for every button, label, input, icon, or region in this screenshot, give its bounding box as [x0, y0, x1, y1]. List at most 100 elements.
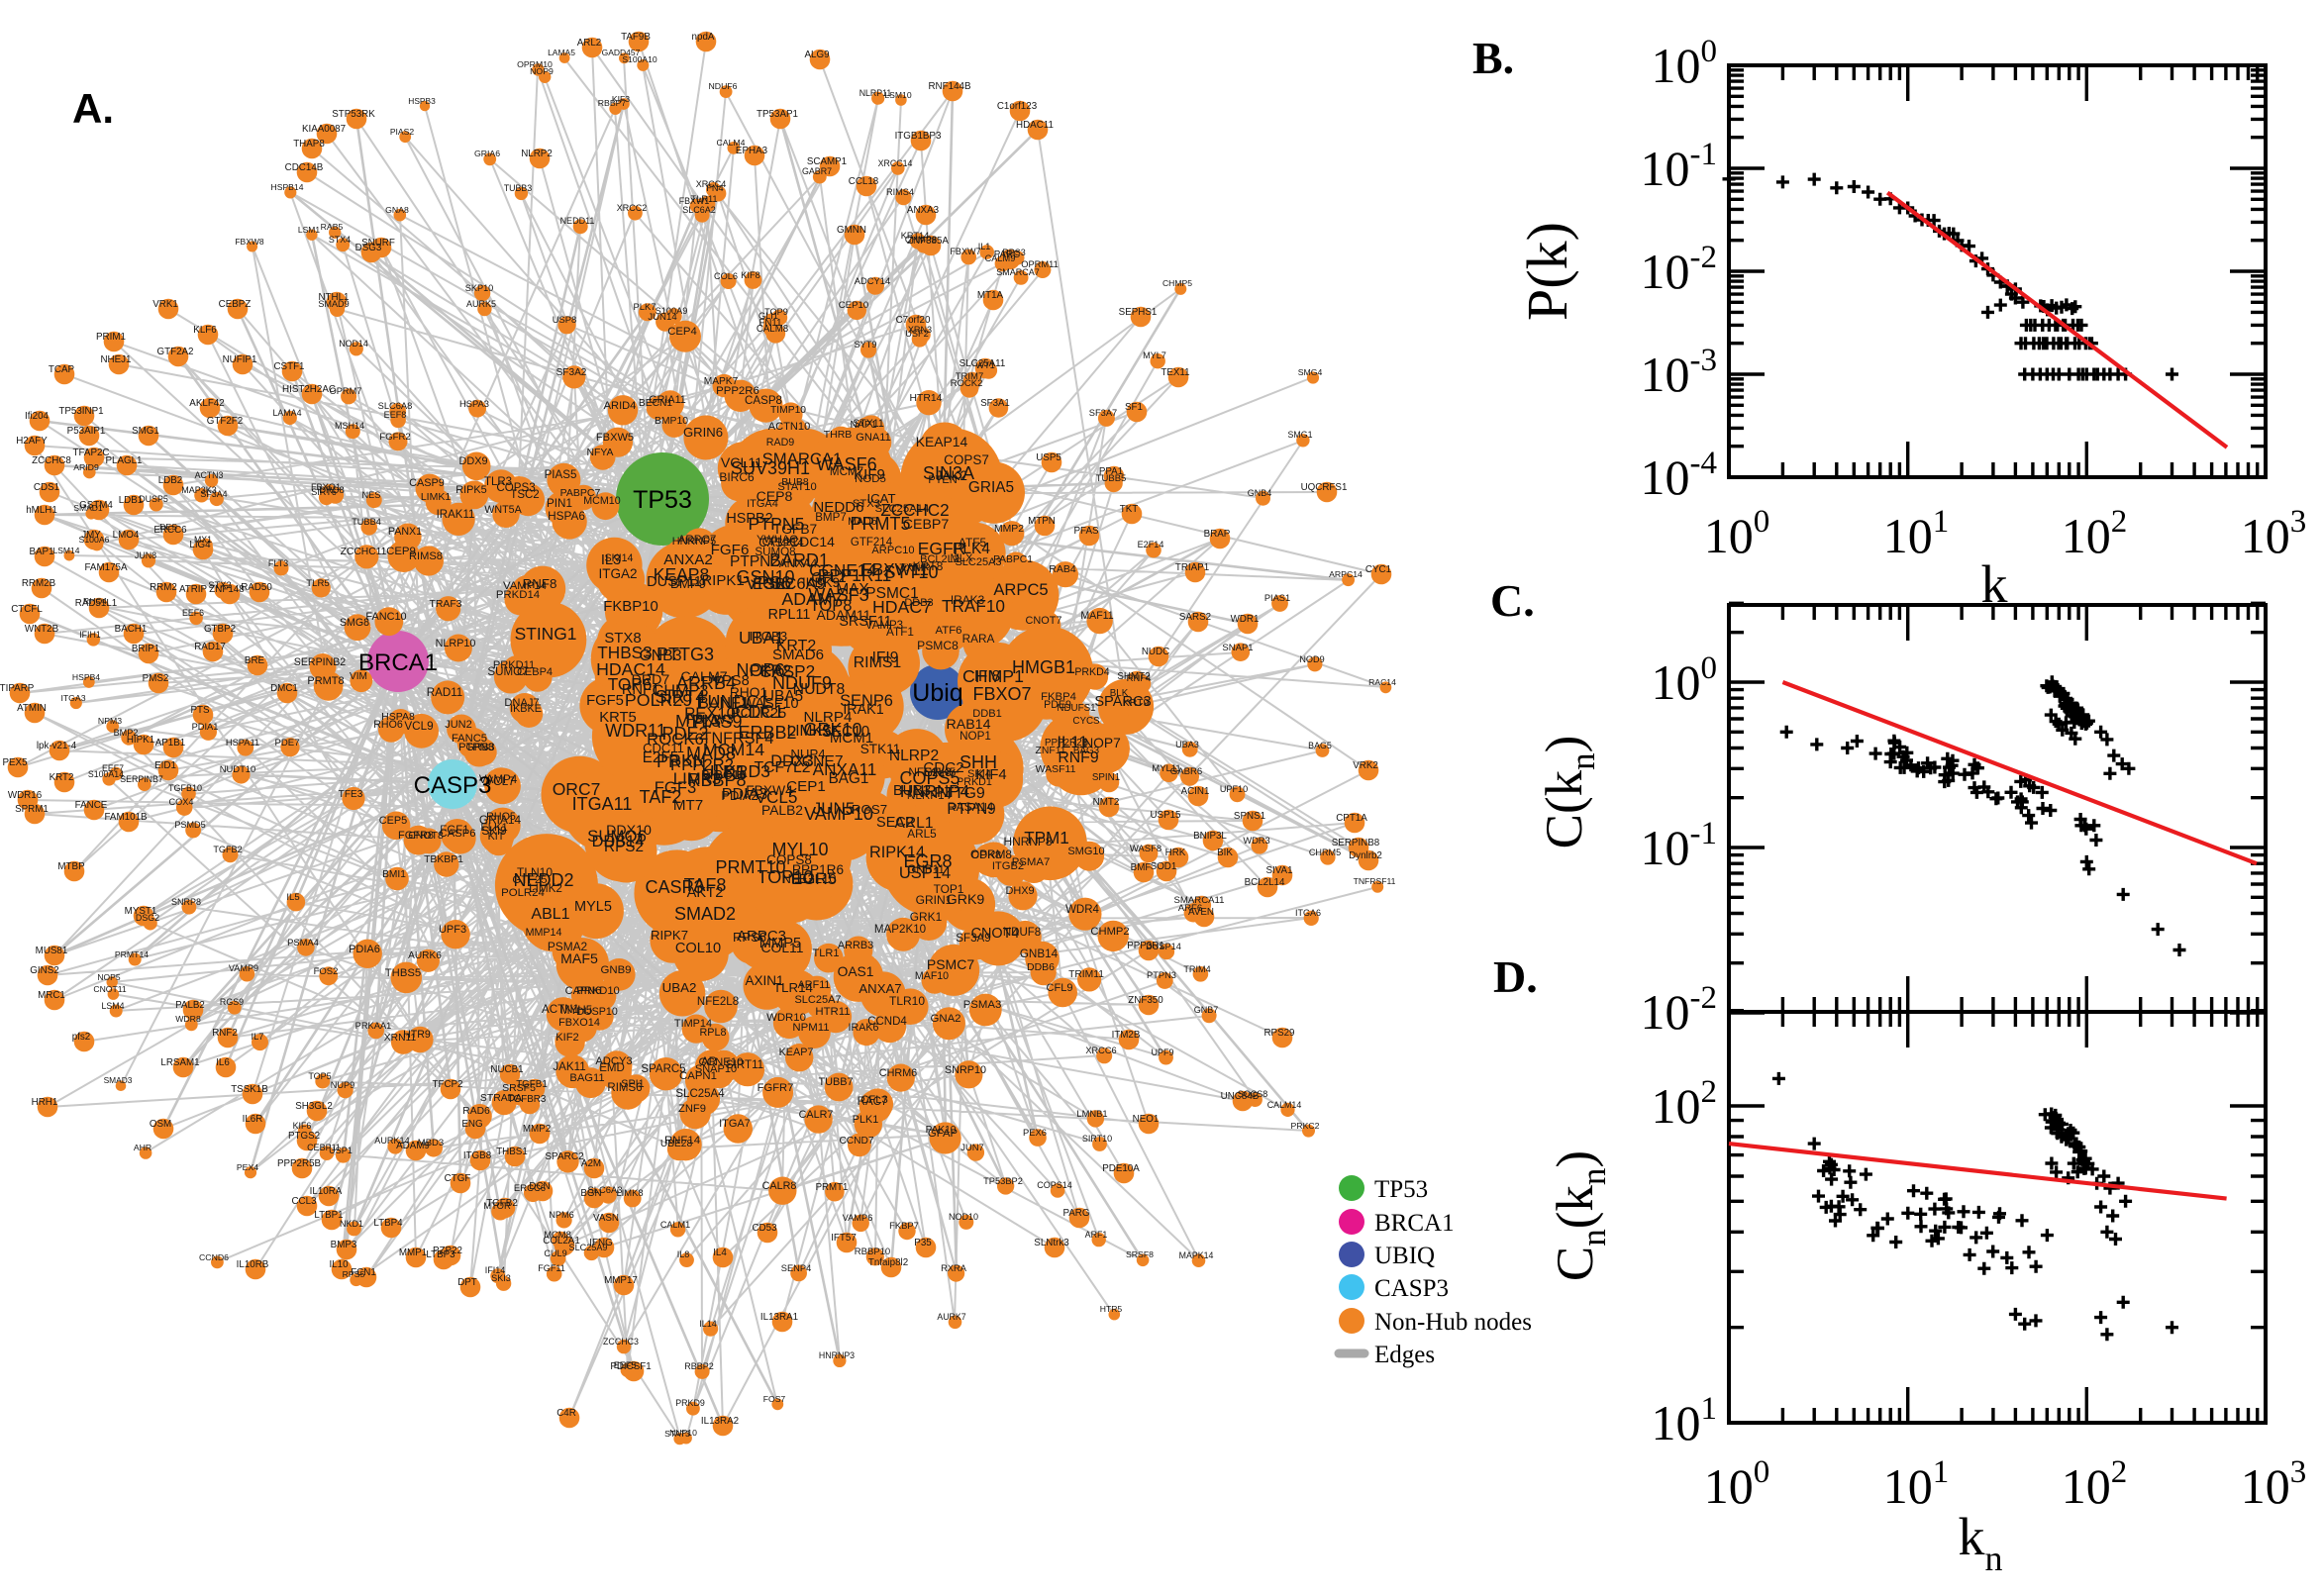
svg-text:UQCRFS1: UQCRFS1	[1301, 482, 1348, 493]
svg-text:SLC6A9: SLC6A9	[764, 574, 826, 593]
svg-text:CCND6: CCND6	[199, 1252, 229, 1262]
svg-text:SMG4: SMG4	[1298, 367, 1323, 377]
svg-text:ACTN1: ACTN1	[542, 1003, 579, 1016]
svg-text:RNF9: RNF9	[1058, 749, 1098, 766]
svg-text:WASF6: WASF6	[816, 454, 876, 474]
svg-text:C7orf20: C7orf20	[896, 315, 931, 326]
svg-text:GRB3: GRB3	[465, 742, 494, 753]
svg-text:EEF7: EEF7	[102, 763, 124, 773]
svg-text:IL13RA2: IL13RA2	[701, 1416, 739, 1427]
svg-text:STK11: STK11	[860, 742, 901, 756]
svg-text:FBXO7: FBXO7	[972, 684, 1031, 704]
svg-text:ITGA11: ITGA11	[572, 794, 633, 814]
svg-text:PRMT1: PRMT1	[816, 1182, 849, 1193]
svg-text:BRAP: BRAP	[1204, 529, 1231, 540]
svg-text:CYC1: CYC1	[1365, 564, 1391, 575]
svg-text:DDB14: DDB14	[592, 833, 645, 850]
svg-text:PDE10A: PDE10A	[1102, 1163, 1140, 1174]
svg-text:CCND7: CCND7	[839, 1136, 873, 1147]
svg-text:SPARC2: SPARC2	[545, 1151, 584, 1162]
svg-text:RPL11: RPL11	[768, 607, 811, 623]
svg-text:TP53BP2: TP53BP2	[983, 1176, 1023, 1186]
svg-text:RPS3: RPS3	[1002, 248, 1026, 257]
svg-text:LIMK2: LIMK2	[529, 882, 562, 895]
svg-text:CDC11: CDC11	[643, 741, 684, 755]
svg-text:SPIN1: SPIN1	[1092, 772, 1120, 783]
svg-text:SMAD6: SMAD6	[772, 647, 824, 663]
svg-text:S100A9: S100A9	[656, 306, 688, 316]
svg-text:SRSF5: SRSF5	[502, 1082, 536, 1094]
svg-text:PPP2R6: PPP2R6	[716, 385, 759, 397]
svg-text:PDIA6: PDIA6	[349, 944, 380, 955]
svg-text:PDE2: PDE2	[661, 724, 708, 744]
svg-text:GRIN1: GRIN1	[916, 893, 953, 907]
svg-text:SKI14: SKI14	[605, 552, 634, 564]
svg-text:HDAC11: HDAC11	[1016, 120, 1054, 131]
svg-text:KIF6: KIF6	[293, 1121, 312, 1131]
svg-text:GNB14: GNB14	[1020, 948, 1059, 960]
svg-text:HIPK1: HIPK1	[127, 735, 154, 746]
svg-text:LMNB1: LMNB1	[1076, 1108, 1107, 1119]
svg-text:LSM4: LSM4	[102, 1001, 125, 1011]
svg-text:IL11: IL11	[1057, 733, 1087, 751]
svg-text:SUMO7: SUMO7	[487, 665, 528, 678]
svg-text:FN11: FN11	[759, 318, 782, 329]
svg-text:HRH1: HRH1	[32, 1097, 58, 1108]
svg-text:SKI4: SKI4	[967, 768, 991, 780]
svg-text:OPRM10: OPRM10	[517, 59, 553, 69]
svg-text:THRB: THRB	[824, 429, 853, 441]
svg-text:FN4: FN4	[706, 183, 723, 193]
svg-text:USP14: USP14	[899, 864, 951, 882]
svg-text:MAD8: MAD8	[686, 744, 736, 763]
svg-text:XRCC2: XRCC2	[617, 203, 648, 213]
svg-text:CEBP4: CEBP4	[517, 666, 553, 678]
svg-text:KEAP7: KEAP7	[779, 1047, 814, 1058]
svg-text:ARL5: ARL5	[907, 827, 937, 841]
svg-text:FGFR8: FGFR8	[398, 830, 434, 842]
svg-text:TIPARP: TIPARP	[0, 683, 35, 694]
svg-text:ORC7: ORC7	[553, 779, 601, 799]
svg-text:PIAS9: PIAS9	[691, 712, 742, 732]
svg-text:PPP2R2B: PPP2R2B	[1045, 738, 1089, 748]
svg-text:HSPA8: HSPA8	[381, 711, 415, 723]
svg-text:IL3: IL3	[601, 552, 621, 568]
svg-text:TRIM4: TRIM4	[1183, 964, 1210, 974]
svg-text:GRIA5: GRIA5	[968, 479, 1014, 496]
svg-text:NHEJ1: NHEJ1	[100, 354, 131, 365]
svg-text:BMP3: BMP3	[331, 1240, 357, 1250]
svg-text:BLK: BLK	[1110, 688, 1129, 699]
svg-text:IL10RA: IL10RA	[310, 1186, 343, 1197]
svg-text:RNF144B: RNF144B	[928, 81, 970, 92]
svg-text:RAD50: RAD50	[241, 582, 272, 593]
svg-text:KIT: KIT	[488, 831, 505, 843]
svg-text:FAM175A: FAM175A	[84, 562, 127, 573]
svg-text:VCL7: VCL7	[485, 774, 515, 788]
svg-text:ARID9: ARID9	[73, 462, 99, 472]
svg-text:AHR: AHR	[134, 1143, 152, 1152]
svg-text:GSTM4: GSTM4	[79, 500, 113, 511]
svg-text:NUP10: NUP10	[669, 1428, 697, 1438]
svg-text:SEC2: SEC2	[876, 815, 914, 831]
svg-text:PLAGL1: PLAGL1	[105, 455, 142, 466]
svg-text:CALM1: CALM1	[660, 1220, 690, 1230]
svg-text:KIF2: KIF2	[556, 1032, 578, 1044]
svg-text:MT7: MT7	[673, 797, 703, 814]
svg-text:RIMS1: RIMS1	[854, 654, 902, 671]
svg-text:RRM2: RRM2	[150, 582, 177, 593]
svg-text:GRIN6: GRIN6	[683, 425, 723, 440]
svg-text:PIAS5: PIAS5	[545, 468, 577, 481]
svg-text:AURK6: AURK6	[408, 950, 442, 961]
svg-text:DSG2: DSG2	[136, 913, 159, 923]
svg-text:DCN: DCN	[529, 1181, 550, 1192]
svg-text:PTS: PTS	[190, 705, 210, 716]
svg-text:DUSP14: DUSP14	[1146, 942, 1181, 951]
svg-text:GTF25: GTF25	[512, 874, 547, 886]
svg-text:SPARC3: SPARC3	[1094, 694, 1151, 710]
svg-text:HSPB14: HSPB14	[271, 182, 304, 192]
svg-text:TOP8: TOP8	[810, 597, 853, 615]
svg-text:FGF1: FGF1	[440, 825, 468, 837]
svg-text:SNAP1: SNAP1	[1222, 643, 1253, 653]
svg-text:SH3GL2: SH3GL2	[295, 1101, 333, 1112]
svg-text:ANXA2: ANXA2	[663, 551, 713, 568]
svg-text:TGFB1: TGFB1	[516, 1079, 548, 1090]
